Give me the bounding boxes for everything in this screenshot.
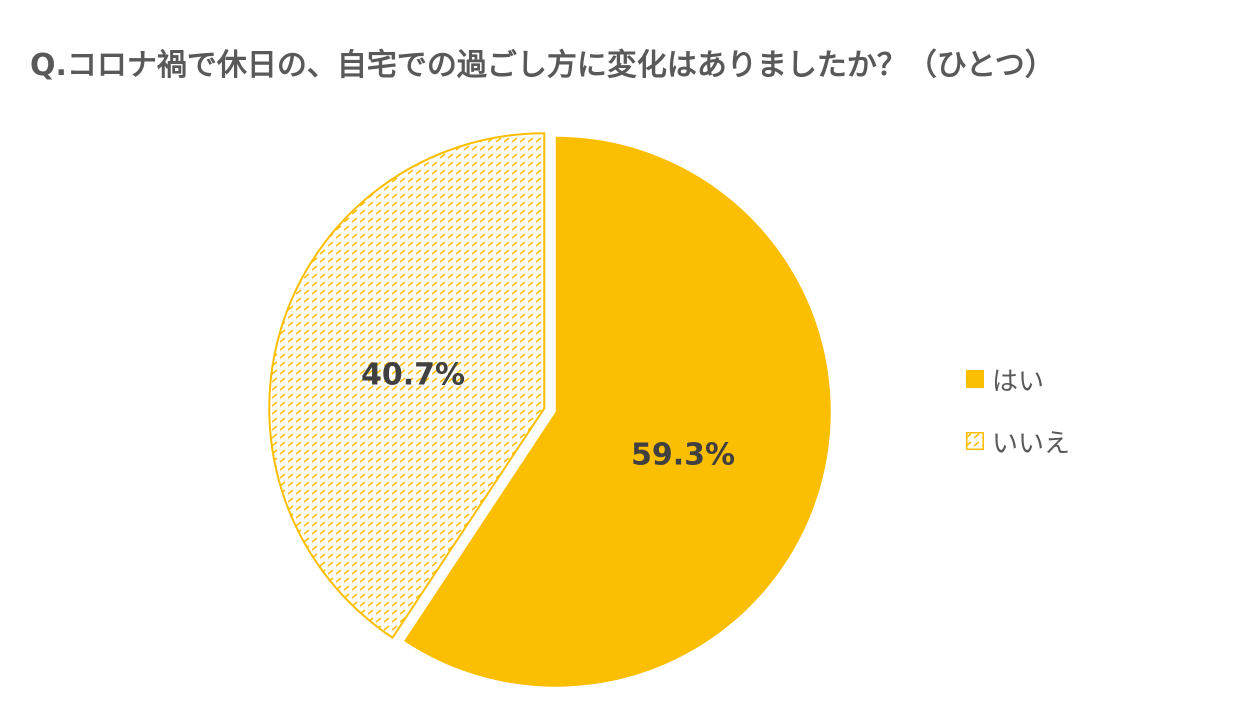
pie-label-no: 40.7% (361, 358, 465, 393)
legend: はい いいえ (966, 362, 1070, 486)
legend-label-no: いいえ (992, 428, 1071, 459)
legend-item-yes: はい (966, 362, 1070, 397)
pie-slices (268, 132, 831, 687)
chart-title: Q.コロナ禍で休日の、自宅での過ごし方に変化はありましたか？（ひとつ） (30, 48, 1055, 83)
pie-label-yes: 59.3% (631, 438, 735, 473)
legend-label-yes: はい (992, 366, 1045, 397)
legend-swatch-no (966, 432, 984, 450)
pie-slice-no (268, 132, 546, 640)
pie-slice-yes (404, 136, 831, 687)
pie-labels: 59.3% 40.7% (361, 358, 735, 473)
legend-item-no: いいえ (966, 424, 1071, 459)
legend-swatch-yes (966, 370, 984, 388)
